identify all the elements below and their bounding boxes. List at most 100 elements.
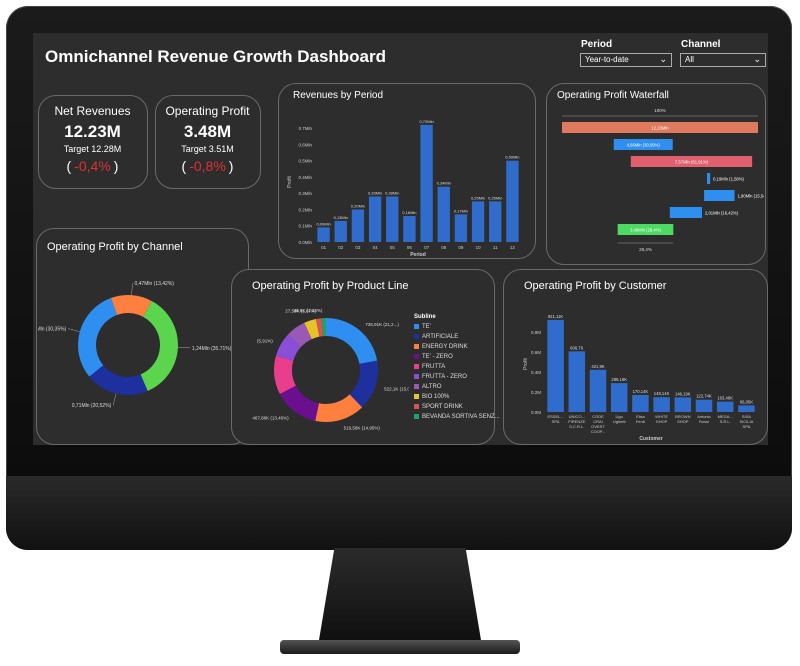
kpi-delta: (-0,4%) [66, 158, 119, 174]
x-tick-label: Ugo Ughetti [613, 414, 626, 424]
data-label: 0,28Mln [385, 190, 399, 195]
data-label: 66,05K [740, 399, 753, 404]
legend-label: TE' [422, 324, 431, 331]
bar [589, 369, 607, 412]
x-tick-label: MEGA... S.R.L. [718, 414, 733, 424]
data-label: 0,34Mln [437, 181, 451, 186]
donut-slice [77, 298, 118, 377]
bar [632, 394, 649, 412]
data-label: 0,09Mln [316, 221, 330, 226]
y-tick-label: 0.1Mln [298, 224, 312, 229]
waterfall-bar [630, 156, 753, 167]
data-label: 148,14K [654, 391, 670, 396]
waterfall-bar [707, 173, 711, 184]
x-tick-label: WHITE SHOP [655, 414, 668, 424]
bar [317, 227, 330, 242]
kpi-title: Net Revenues [54, 104, 131, 118]
channel-slicer[interactable]: All ⌄ [680, 53, 766, 67]
x-tick-label: 09 [458, 245, 464, 250]
data-label: 467,88K (13,46%) [252, 416, 289, 421]
legend-swatch [414, 414, 419, 419]
legend-item[interactable]: ENERGY DRINK [414, 344, 468, 350]
bar [610, 383, 628, 412]
dashboard-title: Omnichannel Revenue Growth Dashboard [45, 47, 387, 66]
period-slicer[interactable]: Year-to-date ⌄ [580, 53, 672, 67]
x-tick-label: 08 [441, 245, 447, 250]
legend-item[interactable]: ALTRO [414, 384, 442, 390]
legend-label: FRUTTA [422, 364, 446, 371]
donut-slice [288, 322, 312, 347]
data-label: 289,18K [611, 377, 627, 382]
data-label: 7,57Mln (61,91%) [675, 160, 709, 165]
chart-title: Operating Profit by Product Line [252, 280, 409, 292]
legend-item[interactable]: SPORT DRINK [414, 404, 463, 410]
waterfall-bar [562, 122, 758, 133]
donut-slice [275, 334, 302, 361]
profit-by-channel-donut: 0,47Mln (13,42%) 1,24Mln (35,71%) 0,71Mln … [38, 281, 232, 409]
legend-item[interactable]: TE' - ZERO [414, 354, 453, 360]
channel-slicer-label: Channel [681, 39, 721, 50]
chart-title: Operating Profit Waterfall [557, 90, 669, 101]
data-label: 606,7K [570, 345, 583, 350]
kpi-value: 12.23M [64, 122, 121, 141]
x-tick-label: 11 [493, 245, 498, 250]
bar [471, 201, 485, 242]
donut-slice [315, 394, 363, 422]
legend-item[interactable]: BEVANDA SORTIVA SENZ... [414, 414, 500, 420]
kpi-card-operating-profit: Operating Profit 3.48M Target 3.51M (-0,… [155, 95, 261, 189]
legend-swatch [414, 344, 419, 349]
legend-item[interactable]: BIO 100% [414, 394, 449, 400]
y-tick-label: 0.6Mln [298, 142, 312, 147]
data-label: 3,48Mln (28,4%) [630, 228, 661, 233]
x-tick-label: 10 [476, 245, 482, 250]
legend-item[interactable]: ARTIFICIALE [414, 334, 458, 340]
x-axis-label: Customer [639, 436, 662, 442]
data-label: 146,19K [675, 391, 691, 396]
leader-line [112, 393, 117, 406]
legend-label: FRUTTA - ZERO [422, 374, 467, 381]
legend-item[interactable]: TE' [414, 324, 431, 330]
bar [386, 196, 399, 242]
bar [653, 397, 670, 412]
kpi-target: Target 12.28M [63, 144, 122, 154]
data-label: 1,90Mln (15,54%) [738, 194, 764, 199]
data-label: 0,50Mln [505, 155, 519, 160]
y-axis-label: Profit [287, 176, 293, 188]
legend-swatch [414, 324, 419, 329]
waterfall-bar [613, 139, 673, 150]
y-tick-label: 0.2M [531, 390, 541, 395]
data-label: 122,74K [696, 394, 712, 399]
data-label: 519,58K (14,95%) [344, 426, 381, 431]
donut-slice [140, 300, 179, 391]
bar [568, 351, 586, 412]
kpi-delta-value: -0,8% [189, 158, 226, 174]
data-label: (5,91%) [257, 339, 273, 344]
donut-slice [274, 355, 296, 394]
bar [368, 196, 382, 242]
legend-label: BIO 100% [422, 394, 450, 401]
data-label: 0,71Mln (20,52%) [72, 403, 112, 409]
x-tick-label: 07 [424, 245, 430, 250]
legend-label: BEVANDA SORTIVA SENZ... [422, 414, 500, 421]
y-tick-label: 0.8M [531, 330, 541, 335]
legend-item[interactable]: FRUTTA [414, 364, 445, 370]
x-tick-label: 03 [355, 245, 361, 250]
donut-slice [321, 318, 326, 337]
legend-title: Subline [414, 314, 436, 320]
x-tick-label: BROWN SHOP [675, 414, 690, 424]
donut-slice [349, 360, 378, 408]
kpi-title: Operating Profit [165, 104, 250, 118]
data-label: 921,11K [548, 314, 563, 319]
bar [695, 399, 713, 412]
x-tick-label: Elisa Ferdi [636, 414, 646, 424]
x-tick-label: UNICO... FIRENZE S.C.R.L. [568, 414, 585, 429]
legend-swatch [414, 374, 419, 379]
bar [547, 319, 564, 412]
profit-by-customer-chart: 0.0M 0.2M 0.4M 0.6M 0.8M Profit 921,11K ESSEL..… [523, 314, 755, 442]
data-label: 12,23Mln [651, 126, 669, 131]
data-label: 27,58K (1,67%) [285, 309, 317, 314]
period-slicer-value: Year-to-date [585, 55, 629, 64]
revenues-by-period-card: Revenues by Period 0.0Mln 0.1Mln 0.2Mln 0.3… [278, 83, 536, 259]
legend-item[interactable]: FRUTTA - ZERO [414, 374, 467, 380]
profit-by-product-line-donut: 736,91K (21,2...) 522,1K (15,02%) 519,58K … [252, 308, 409, 431]
